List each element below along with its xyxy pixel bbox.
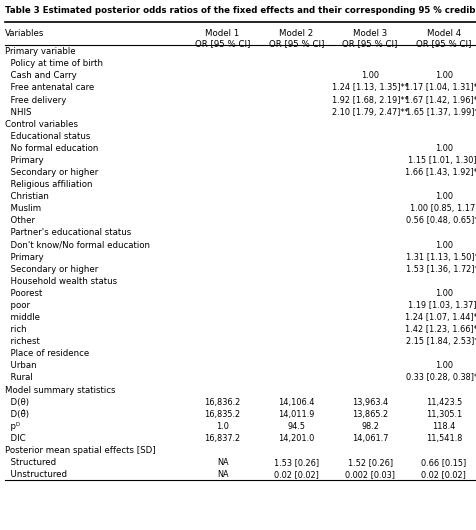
- Text: 1.00: 1.00: [435, 289, 453, 298]
- Text: pᴰ: pᴰ: [5, 422, 20, 431]
- Text: 11,305.1: 11,305.1: [426, 410, 462, 419]
- Text: 11,423.5: 11,423.5: [426, 398, 462, 407]
- Text: 1.0: 1.0: [216, 422, 229, 431]
- Text: NA: NA: [217, 470, 228, 479]
- Text: Poorest: Poorest: [5, 289, 42, 298]
- Text: 1.24 [1.07, 1.44]**: 1.24 [1.07, 1.44]**: [406, 313, 476, 322]
- Text: 16,836.2: 16,836.2: [204, 398, 241, 407]
- Text: 2.15 [1.84, 2.53]**: 2.15 [1.84, 2.53]**: [406, 337, 476, 346]
- Text: 11,541.8: 11,541.8: [426, 434, 462, 443]
- Text: Policy at time of birth: Policy at time of birth: [5, 59, 103, 68]
- Text: Control variables: Control variables: [5, 120, 78, 129]
- Text: 0.002 [0.03]: 0.002 [0.03]: [345, 470, 395, 479]
- Text: NHIS: NHIS: [5, 108, 31, 117]
- Text: 0.02 [0.02]: 0.02 [0.02]: [421, 470, 466, 479]
- Text: poor: poor: [5, 301, 30, 310]
- Text: 1.65 [1.37, 1.99]**: 1.65 [1.37, 1.99]**: [406, 108, 476, 117]
- Text: 0.56 [0.48, 0.65]**: 0.56 [0.48, 0.65]**: [406, 216, 476, 225]
- Text: Free delivery: Free delivery: [5, 95, 66, 104]
- Text: Secondary or higher: Secondary or higher: [5, 168, 98, 177]
- Text: 94.5: 94.5: [288, 422, 305, 431]
- Text: 14,061.7: 14,061.7: [352, 434, 388, 443]
- Text: 1.15 [1.01, 1.30]*: 1.15 [1.01, 1.30]*: [407, 156, 476, 165]
- Text: 0.66 [0.15]: 0.66 [0.15]: [421, 458, 466, 467]
- Text: 13,963.4: 13,963.4: [352, 398, 388, 407]
- Text: Household wealth status: Household wealth status: [5, 277, 117, 286]
- Text: 1.00: 1.00: [435, 192, 453, 201]
- Text: Muslim: Muslim: [5, 204, 41, 213]
- Text: rich: rich: [5, 325, 26, 334]
- Text: Rural: Rural: [5, 374, 32, 383]
- Text: NA: NA: [217, 458, 228, 467]
- Text: Free antenatal care: Free antenatal care: [5, 83, 94, 92]
- Text: Urban: Urban: [5, 361, 36, 370]
- Text: 1.00: 1.00: [361, 72, 379, 81]
- Text: 118.4: 118.4: [432, 422, 456, 431]
- Text: 1.42 [1.23, 1.66]**: 1.42 [1.23, 1.66]**: [406, 325, 476, 334]
- Text: 14,201.0: 14,201.0: [278, 434, 315, 443]
- Text: 1.24 [1.13, 1.35]**: 1.24 [1.13, 1.35]**: [332, 83, 408, 92]
- Text: D(θ): D(θ): [5, 398, 29, 407]
- Text: 1.53 [1.36, 1.72]**: 1.53 [1.36, 1.72]**: [406, 264, 476, 273]
- Text: 1.00: 1.00: [435, 361, 453, 370]
- Text: 1.53 [0.26]: 1.53 [0.26]: [274, 458, 319, 467]
- Text: 14,011.9: 14,011.9: [278, 410, 315, 419]
- Text: 1.52 [0.26]: 1.52 [0.26]: [347, 458, 393, 467]
- Text: 1.00 [0.85, 1.17]: 1.00 [0.85, 1.17]: [410, 204, 476, 213]
- Text: Religious affiliation: Religious affiliation: [5, 180, 92, 189]
- Text: 16,835.2: 16,835.2: [205, 410, 240, 419]
- Text: Model 3
OR [95 % CI]: Model 3 OR [95 % CI]: [342, 29, 398, 49]
- Text: Primary: Primary: [5, 156, 43, 165]
- Text: 1.00: 1.00: [435, 241, 453, 250]
- Text: Table 3 Estimated posterior odds ratios of the fixed effects and their correspon: Table 3 Estimated posterior odds ratios …: [5, 6, 476, 15]
- Text: No formal education: No formal education: [5, 144, 98, 153]
- Text: richest: richest: [5, 337, 40, 346]
- Text: Secondary or higher: Secondary or higher: [5, 264, 98, 273]
- Text: Don't know/No formal education: Don't know/No formal education: [5, 241, 150, 250]
- Text: 1.66 [1.43, 1.92]**: 1.66 [1.43, 1.92]**: [406, 168, 476, 177]
- Text: Posterior mean spatial effects [SD]: Posterior mean spatial effects [SD]: [5, 446, 155, 455]
- Text: Unstructured: Unstructured: [5, 470, 67, 479]
- Text: 1.19 [1.03, 1.37]*: 1.19 [1.03, 1.37]*: [407, 301, 476, 310]
- Text: 1.17 [1.04, 1.31]**: 1.17 [1.04, 1.31]**: [406, 83, 476, 92]
- Text: 0.02 [0.02]: 0.02 [0.02]: [274, 470, 319, 479]
- Text: 1.31 [1.13, 1.50]**: 1.31 [1.13, 1.50]**: [406, 253, 476, 262]
- Text: Place of residence: Place of residence: [5, 349, 89, 358]
- Text: Model 1
OR [95 % CI]: Model 1 OR [95 % CI]: [195, 29, 250, 49]
- Text: Primary: Primary: [5, 253, 43, 262]
- Text: DIC: DIC: [5, 434, 25, 443]
- Text: 14,106.4: 14,106.4: [278, 398, 315, 407]
- Text: Other: Other: [5, 216, 35, 225]
- Text: middle: middle: [5, 313, 40, 322]
- Text: Christian: Christian: [5, 192, 49, 201]
- Text: 1.00: 1.00: [435, 144, 453, 153]
- Text: 13,865.2: 13,865.2: [352, 410, 388, 419]
- Text: 1.92 [1.68, 2.19]**: 1.92 [1.68, 2.19]**: [332, 95, 408, 104]
- Text: 2.10 [1.79, 2.47]**: 2.10 [1.79, 2.47]**: [332, 108, 408, 117]
- Text: Variables: Variables: [5, 29, 44, 38]
- Text: Structured: Structured: [5, 458, 56, 467]
- Text: Cash and Carry: Cash and Carry: [5, 72, 77, 81]
- Text: 16,837.2: 16,837.2: [205, 434, 240, 443]
- Text: Model 4
OR [95 % CI]: Model 4 OR [95 % CI]: [416, 29, 472, 49]
- Text: Partner's educational status: Partner's educational status: [5, 228, 131, 237]
- Text: Educational status: Educational status: [5, 132, 90, 141]
- Text: 1.67 [1.42, 1.96]**: 1.67 [1.42, 1.96]**: [406, 95, 476, 104]
- Text: 1.00: 1.00: [435, 72, 453, 81]
- Text: Model 2
OR [95 % CI]: Model 2 OR [95 % CI]: [268, 29, 324, 49]
- Text: D(θ̂): D(θ̂): [5, 410, 29, 419]
- Text: 0.33 [0.28, 0.38]**: 0.33 [0.28, 0.38]**: [406, 374, 476, 383]
- Text: 98.2: 98.2: [361, 422, 379, 431]
- Text: Model summary statistics: Model summary statistics: [5, 385, 115, 394]
- Text: Primary variable: Primary variable: [5, 47, 75, 56]
